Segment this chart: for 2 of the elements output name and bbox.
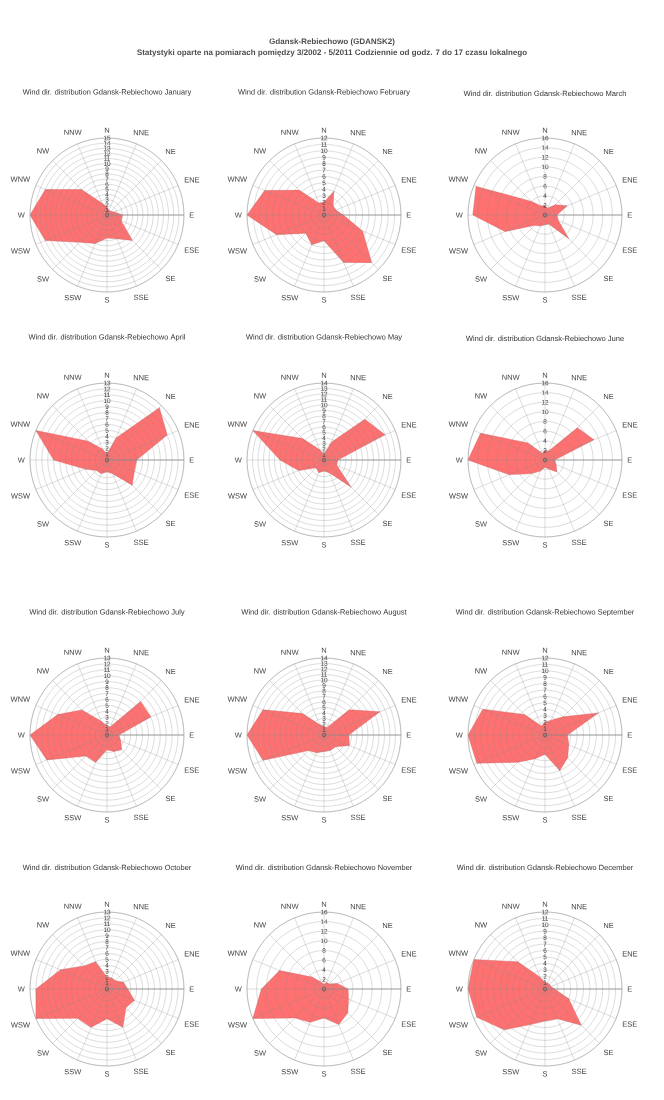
text: Statystyki oparte na pomiarach pomiędzy 3/2002 - 5/2011 Codziennie od godz. 7 do 17 czasu lokalnego — [137, 49, 527, 57]
text: Gdansk-Rebiechowo (GDANSK2) — [269, 38, 395, 46]
